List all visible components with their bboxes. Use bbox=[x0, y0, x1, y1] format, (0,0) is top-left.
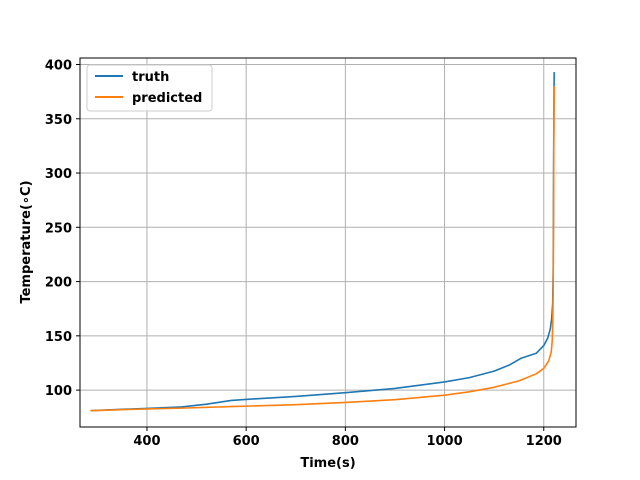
x-tick-label: 1000 bbox=[426, 434, 462, 449]
x-axis-label: Time(s) bbox=[300, 456, 355, 471]
x-tick-label: 800 bbox=[332, 434, 359, 449]
y-tick-label: 100 bbox=[45, 384, 72, 399]
x-tick-label: 600 bbox=[233, 434, 260, 449]
x-tick-label: 1200 bbox=[526, 434, 562, 449]
grid-lines bbox=[80, 58, 576, 427]
y-tick-label: 200 bbox=[45, 276, 72, 291]
y-axis-label: Temperature(∘C) bbox=[19, 180, 34, 303]
y-tick-label: 150 bbox=[45, 330, 72, 345]
y-tick-label: 400 bbox=[45, 59, 72, 74]
y-tick-label: 350 bbox=[45, 113, 72, 128]
axis-ticks: 400 600 800 1000 1200 100 150 200 250 300 350 400 bbox=[45, 59, 562, 449]
series-line-predicted bbox=[90, 86, 555, 412]
legend-label-truth: truth bbox=[132, 70, 169, 85]
x-tick-label: 400 bbox=[133, 434, 160, 449]
series-lines bbox=[90, 72, 555, 412]
y-tick-label: 250 bbox=[45, 221, 72, 236]
legend: truth predicted bbox=[86, 64, 213, 112]
legend-label-predicted: predicted bbox=[132, 91, 202, 106]
y-tick-label: 300 bbox=[45, 167, 72, 182]
plot-frame bbox=[79, 57, 577, 428]
